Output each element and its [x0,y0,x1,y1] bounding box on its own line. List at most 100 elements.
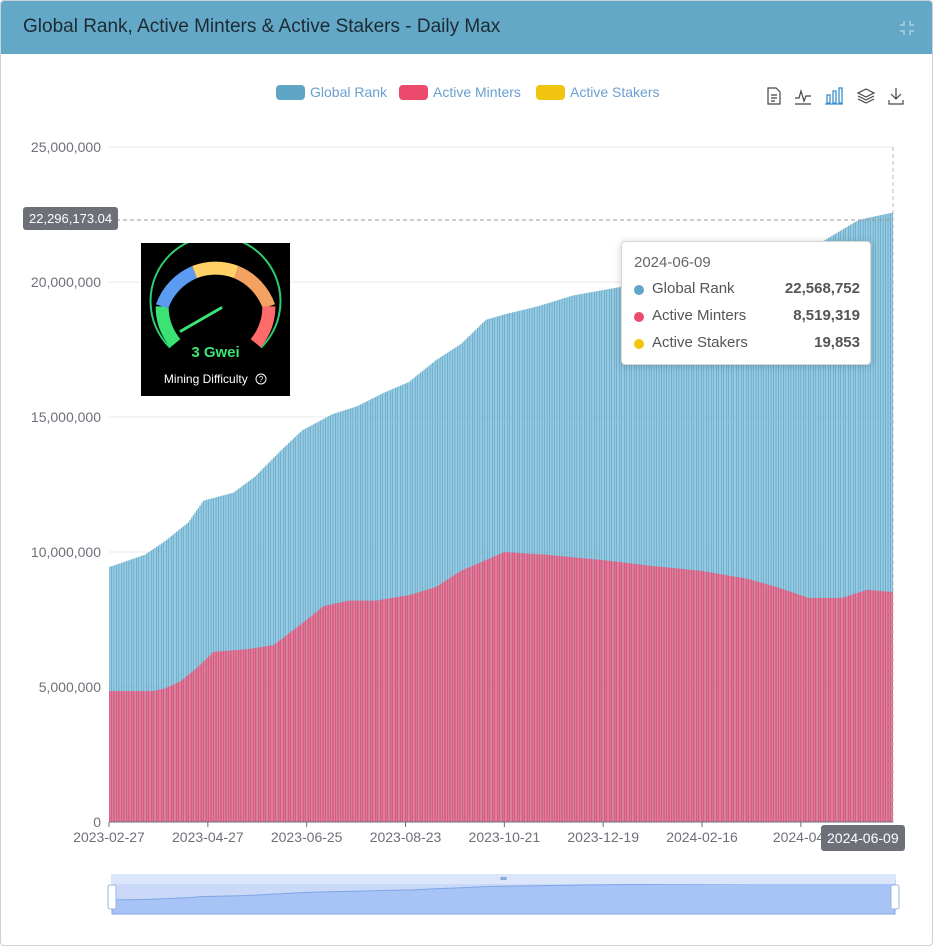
bar-active-minters [577,557,579,822]
bar-active-minters [876,590,878,822]
bar-global-rank [705,273,708,823]
bar-global-rank [640,283,643,822]
datazoom-handle-left[interactable] [107,884,117,910]
legend-item-active-minters[interactable]: Active Minters [399,82,521,102]
bar-global-rank [276,454,278,822]
bar-active-minters [496,554,499,822]
bar-active-minters [426,589,429,822]
bar-global-rank [741,266,743,822]
bar-global-rank [588,292,591,822]
bar-active-minters [369,600,372,822]
bar-active-minters [515,552,517,822]
bar-global-rank [277,452,280,822]
collapse-icon[interactable] [899,20,915,36]
line-chart-icon[interactable] [793,86,813,106]
bar-global-rank [162,542,165,822]
bar-global-rank [654,280,656,822]
bar-active-minters [622,562,624,822]
x-tick-label: 2023-12-19 [567,829,639,845]
bar-active-minters [415,593,417,822]
bar-active-minters [395,597,397,822]
bar-global-rank [761,263,763,822]
bar-active-minters [725,575,728,822]
bar-global-rank [707,272,709,822]
tooltip-series-value: 8,519,319 [793,307,860,324]
bar-active-minters [719,574,721,822]
bar-active-minters [772,586,775,822]
bar-global-rank [806,250,808,822]
bar-active-minters [378,600,380,822]
bar-global-rank [140,555,143,822]
bar-global-rank [152,549,154,822]
bar-active-minters [650,565,653,822]
datazoom-handle-right[interactable] [890,884,900,910]
bar-global-rank [814,245,816,822]
y-tick-label: 5,000,000 [39,679,101,695]
legend-item-global-rank[interactable]: Global Rank [276,82,387,102]
bar-global-rank [580,294,582,822]
bar-active-minters [281,638,283,822]
bar-active-minters [298,625,300,822]
bar-global-rank [717,271,719,822]
bar-global-rank [182,526,185,822]
bar-global-rank [889,213,892,822]
bar-global-rank [797,255,800,822]
bar-global-rank [826,238,828,823]
bar-active-minters [286,634,288,822]
bar-global-rank [824,239,826,822]
bar-global-rank [844,227,847,822]
bar-global-rank [585,293,587,823]
bar-global-rank [736,267,738,822]
bar-global-rank [695,274,698,822]
download-icon[interactable] [886,86,906,106]
bar-active-minters [436,586,439,822]
bar-active-minters [413,593,415,822]
bar-global-rank [687,275,689,822]
bar-active-minters [866,589,868,822]
help-icon[interactable]: ? [255,373,267,385]
bar-active-minters [869,590,872,822]
bar-active-minters [600,559,602,822]
bar-active-minters [109,691,111,822]
legend-item-active-stakers[interactable]: Active Stakers [536,82,659,102]
bar-active-minters [201,663,203,822]
bar-active-minters [438,584,440,822]
bar-active-minters [334,603,337,822]
bar-global-rank [147,552,149,822]
bar-active-minters [145,691,148,822]
bar-active-minters [196,668,198,822]
bar-global-rank [704,273,706,823]
bar-active-minters [851,594,853,822]
bar-global-rank [715,271,718,823]
bar-active-minters [889,591,892,822]
bar-active-minters [207,656,210,822]
tooltip-series-name: Global Rank [652,280,735,297]
bar-global-rank [259,471,261,822]
bar-active-minters [349,600,352,822]
bar-chart-icon[interactable] [824,86,844,106]
bar-active-minters [590,558,592,822]
bar-active-minters [181,680,183,822]
bar-active-minters [787,591,790,822]
bar-global-rank [759,263,761,822]
bar-global-rank [608,288,611,822]
bar-global-rank [792,256,795,822]
bar-active-minters [801,595,803,822]
bar-active-minters [431,588,434,822]
bar-global-rank [804,251,806,822]
bar-active-minters [652,566,654,822]
bar-active-minters [824,597,826,822]
panel-title: Global Rank, Active Minters & Active Sta… [23,16,501,37]
stack-icon[interactable] [856,86,876,106]
bar-global-rank [649,281,651,822]
bar-global-rank [720,270,723,822]
bar-active-minters [752,580,755,822]
bar-global-rank [816,244,818,822]
data-view-icon[interactable] [764,86,784,106]
bar-active-minters [632,563,634,822]
bar-global-rank [201,503,203,822]
bar-active-minters [709,572,711,822]
bar-active-minters [283,637,285,822]
bar-global-rank [281,449,283,822]
